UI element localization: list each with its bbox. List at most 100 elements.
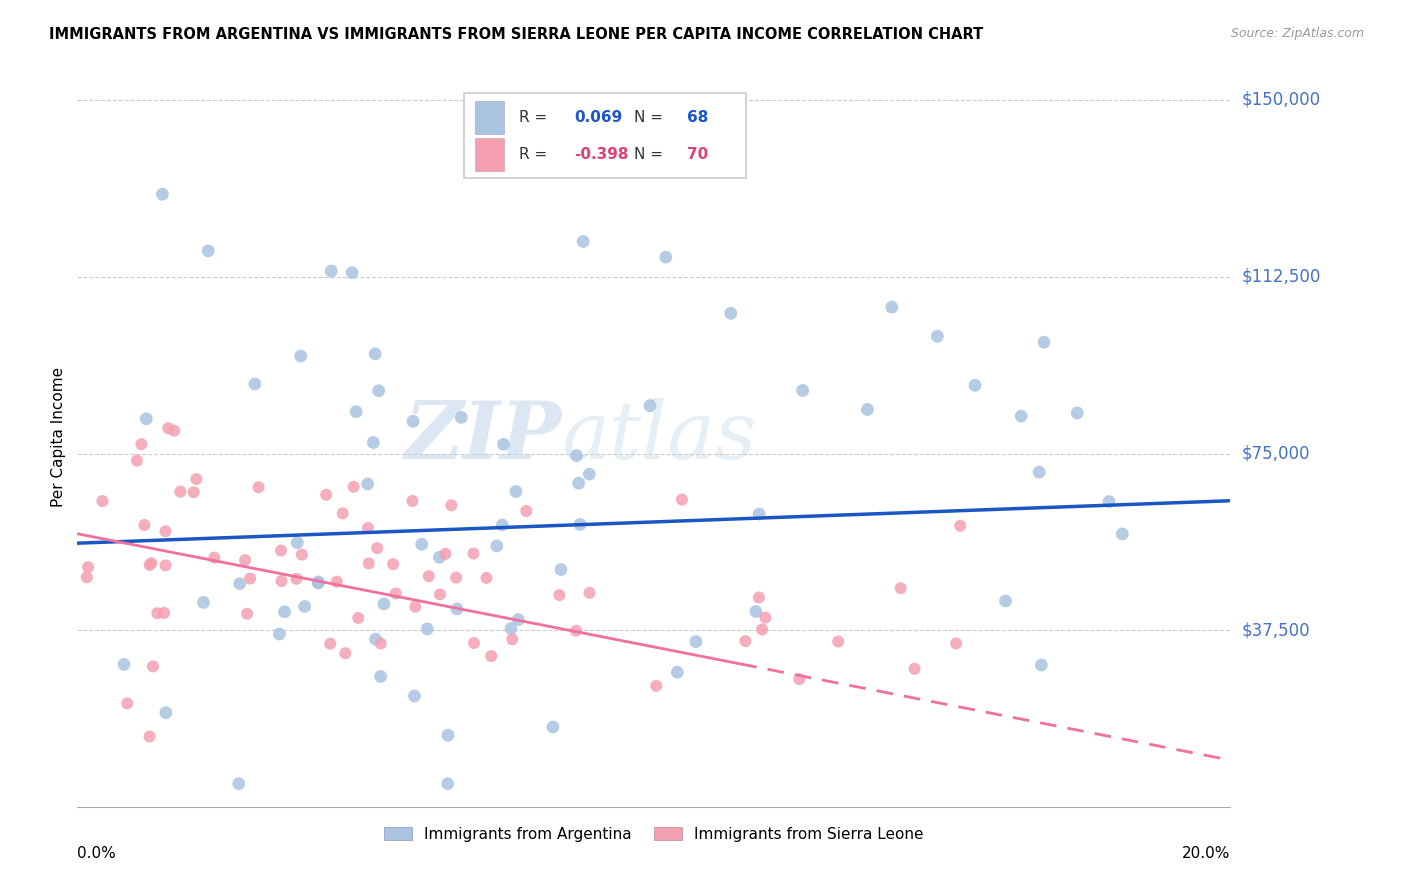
Point [479, 648, 502, 663]
Point [344, 404, 367, 418]
Point [508, 613, 530, 627]
Point [233, 553, 256, 567]
Point [373, 597, 395, 611]
Point [135, 411, 157, 425]
Point [315, 488, 337, 502]
Point [434, 547, 457, 561]
Point [91, 494, 114, 508]
Point [155, 706, 177, 720]
Point [239, 572, 262, 586]
Point [1098, 494, 1121, 508]
Point [169, 484, 191, 499]
Point [994, 594, 1017, 608]
Text: Source: ZipAtlas.com: Source: ZipAtlas.com [1230, 27, 1364, 40]
Point [134, 518, 156, 533]
Point [138, 730, 160, 744]
Point [77, 560, 100, 574]
Point [347, 611, 370, 625]
Point [364, 347, 387, 361]
Point [269, 627, 291, 641]
Point [437, 728, 460, 742]
Point [273, 605, 295, 619]
Point [366, 541, 388, 556]
Point [450, 410, 472, 425]
Point [326, 574, 349, 589]
Point [183, 485, 205, 500]
Point [485, 539, 508, 553]
Text: -0.398: -0.398 [574, 147, 628, 161]
Point [578, 467, 600, 482]
Point [404, 599, 426, 614]
Point [720, 306, 742, 320]
Point [505, 484, 527, 499]
Point [541, 720, 564, 734]
Text: R =: R = [519, 110, 553, 125]
Text: atlas: atlas [561, 399, 756, 475]
Point [382, 557, 405, 571]
Point [197, 244, 219, 258]
Point [243, 376, 266, 391]
Point [418, 569, 440, 583]
Point [745, 605, 768, 619]
Point [856, 402, 879, 417]
Text: N =: N = [634, 147, 668, 161]
Point [152, 187, 174, 202]
Point [429, 550, 451, 565]
Point [754, 610, 776, 624]
Legend: Immigrants from Argentina, Immigrants from Sierra Leone: Immigrants from Argentina, Immigrants fr… [378, 821, 929, 847]
Point [285, 535, 308, 549]
Point [285, 572, 308, 586]
Point [1111, 527, 1133, 541]
Point [157, 421, 180, 435]
Point [446, 602, 468, 616]
Text: $150,000: $150,000 [1241, 91, 1320, 109]
Point [827, 634, 849, 648]
Point [927, 329, 949, 343]
Point [501, 622, 523, 636]
Point [748, 591, 770, 605]
Point [578, 586, 600, 600]
Point [115, 697, 138, 711]
Text: $37,500: $37,500 [1241, 622, 1310, 640]
Point [367, 384, 389, 398]
Point [401, 494, 423, 508]
Point [142, 659, 165, 673]
FancyBboxPatch shape [475, 101, 503, 134]
Point [666, 665, 689, 680]
Point [370, 669, 392, 683]
Point [550, 562, 572, 576]
Text: 68: 68 [688, 110, 709, 125]
Text: ZIP: ZIP [405, 399, 561, 475]
Point [356, 477, 378, 491]
Point [319, 637, 342, 651]
Point [357, 521, 380, 535]
Point [138, 558, 160, 572]
Point [236, 607, 259, 621]
Point [384, 586, 406, 600]
Point [291, 548, 314, 562]
Point [963, 378, 986, 392]
Point [228, 777, 250, 791]
Text: 20.0%: 20.0% [1182, 847, 1230, 861]
Point [402, 414, 425, 428]
Point [572, 235, 595, 249]
Point [370, 636, 392, 650]
Point [270, 543, 292, 558]
Point [404, 689, 426, 703]
Point [146, 606, 169, 620]
Point [548, 588, 571, 602]
Point [638, 399, 661, 413]
Point [270, 574, 292, 588]
Point [685, 634, 707, 648]
Point [440, 498, 463, 512]
FancyBboxPatch shape [464, 93, 747, 178]
Text: 70: 70 [688, 147, 709, 161]
Point [949, 518, 972, 533]
Point [357, 557, 380, 571]
Point [364, 632, 387, 647]
Point [202, 550, 225, 565]
Point [429, 587, 451, 601]
Point [1033, 335, 1056, 350]
Point [1066, 406, 1088, 420]
Point [343, 480, 366, 494]
